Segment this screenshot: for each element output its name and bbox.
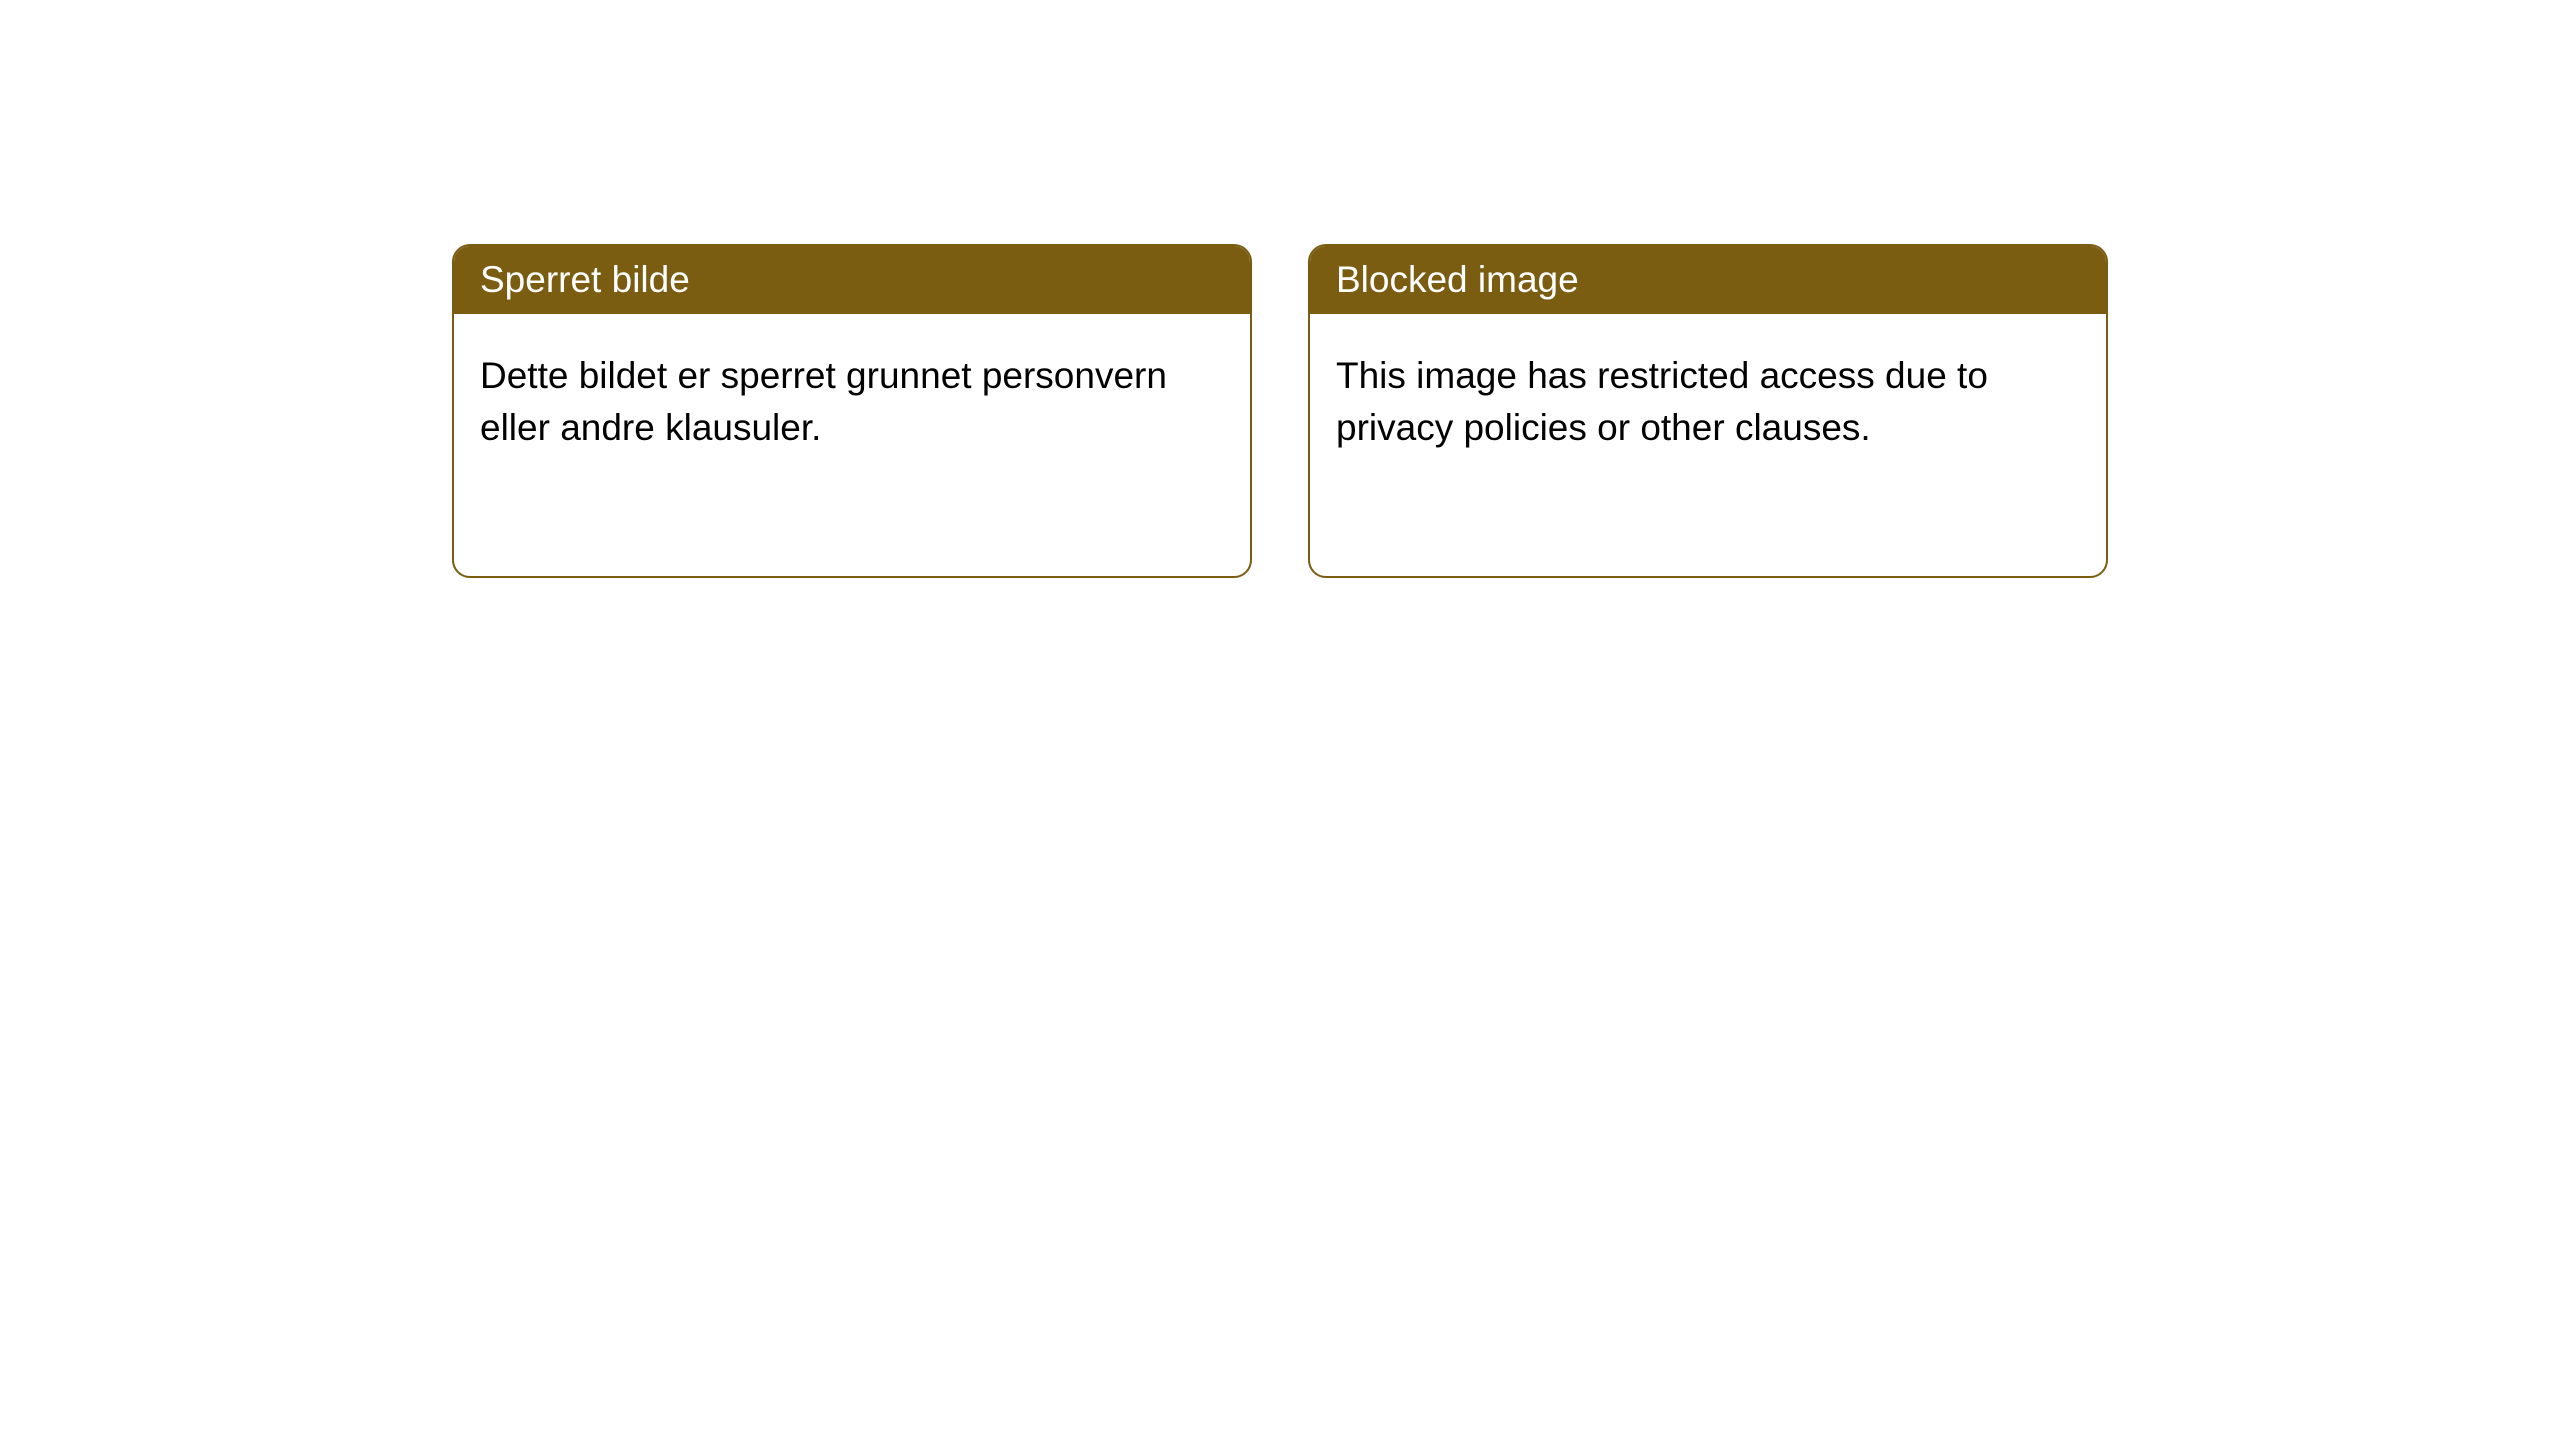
card-title: Sperret bilde (480, 259, 690, 300)
notice-card-english: Blocked image This image has restricted … (1308, 244, 2108, 578)
card-title: Blocked image (1336, 259, 1579, 300)
card-body-text: Dette bildet er sperret grunnet personve… (480, 355, 1167, 448)
card-header-english: Blocked image (1310, 246, 2106, 314)
notice-cards-container: Sperret bilde Dette bildet er sperret gr… (452, 244, 2560, 578)
card-body-norwegian: Dette bildet er sperret grunnet personve… (454, 314, 1250, 490)
card-header-norwegian: Sperret bilde (454, 246, 1250, 314)
notice-card-norwegian: Sperret bilde Dette bildet er sperret gr… (452, 244, 1252, 578)
card-body-english: This image has restricted access due to … (1310, 314, 2106, 490)
card-body-text: This image has restricted access due to … (1336, 355, 1988, 448)
